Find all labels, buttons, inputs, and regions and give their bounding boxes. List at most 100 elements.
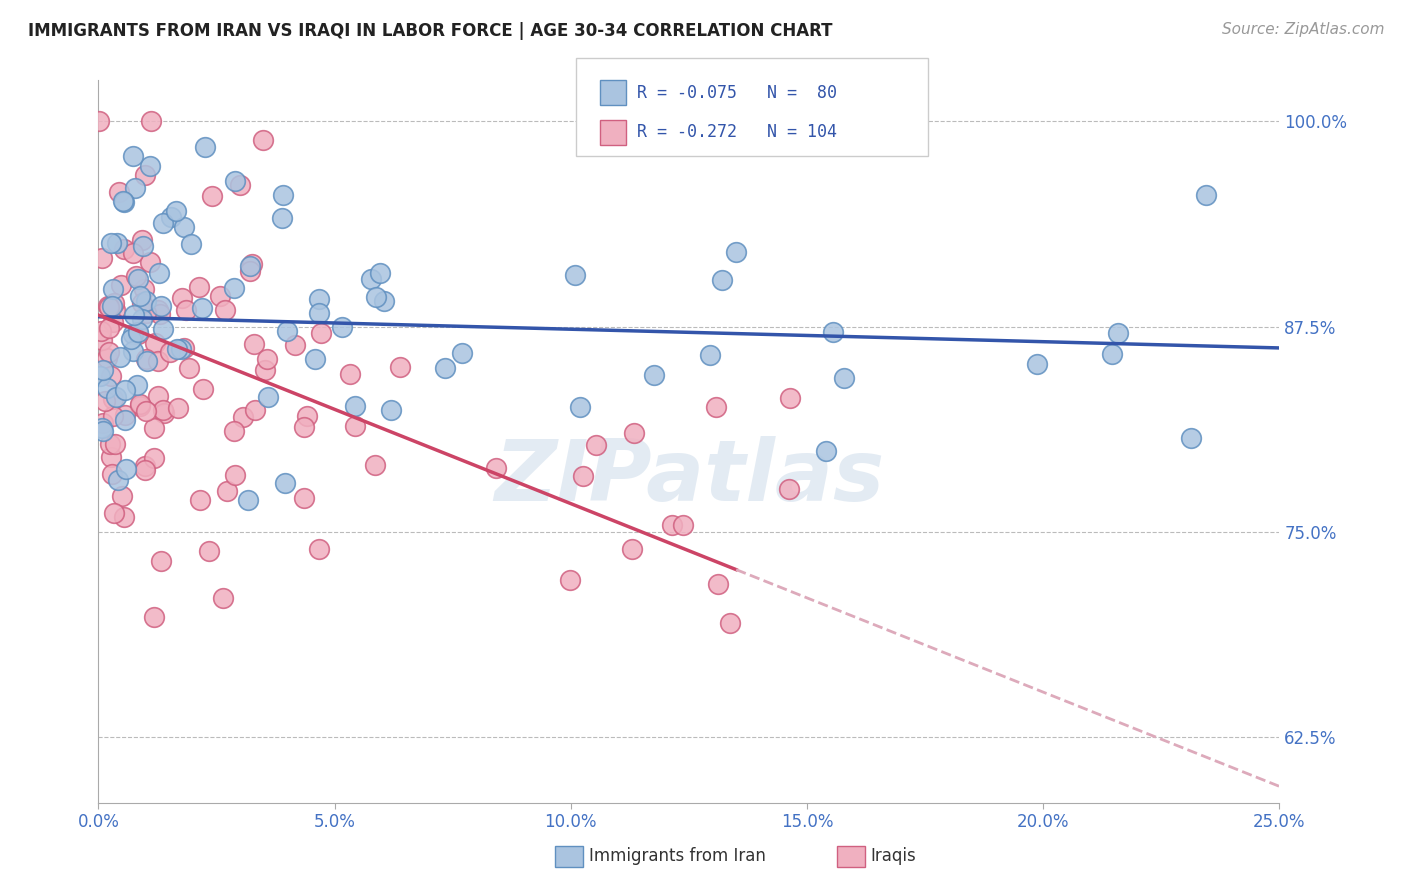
Point — [112, 194, 135, 208]
Point — [243, 336, 266, 351]
Point — [832, 370, 855, 384]
Point — [239, 263, 262, 277]
Point — [93, 393, 115, 408]
Point — [292, 491, 315, 506]
Point — [100, 450, 122, 465]
Point — [1195, 187, 1218, 202]
Point — [159, 344, 181, 359]
Point — [127, 326, 149, 341]
Point — [135, 353, 157, 368]
Point — [166, 342, 188, 356]
Point — [165, 203, 187, 218]
Point — [105, 236, 128, 251]
Point — [100, 235, 122, 250]
Point — [98, 344, 121, 359]
Point — [224, 281, 246, 295]
Point — [114, 462, 136, 476]
Point — [252, 133, 274, 147]
Point — [295, 409, 318, 423]
Point — [214, 302, 236, 317]
Point — [153, 406, 176, 420]
Point — [339, 368, 361, 382]
Point — [111, 489, 134, 503]
Point — [308, 542, 330, 557]
Point — [152, 216, 174, 230]
Point — [166, 401, 188, 416]
Point — [224, 174, 246, 188]
Point — [256, 351, 278, 366]
Point — [89, 114, 111, 128]
Point — [135, 403, 157, 417]
Point — [100, 467, 122, 481]
Point — [112, 194, 135, 209]
Point — [97, 321, 120, 335]
Point — [276, 324, 298, 338]
Point — [112, 242, 135, 256]
Point — [572, 468, 595, 483]
Point — [125, 269, 148, 284]
Point — [558, 573, 581, 587]
Point — [173, 220, 195, 235]
Point — [146, 302, 169, 317]
Text: Iraqis: Iraqis — [870, 847, 917, 865]
Point — [105, 390, 128, 404]
Point — [699, 348, 721, 362]
Point — [344, 399, 367, 413]
Point — [103, 506, 125, 520]
Point — [585, 437, 607, 451]
Point — [1101, 347, 1123, 361]
Point — [229, 178, 252, 192]
Point — [344, 418, 367, 433]
Point — [623, 426, 645, 441]
Point — [373, 293, 395, 308]
Point — [779, 391, 801, 405]
Point — [146, 389, 169, 403]
Point — [128, 397, 150, 411]
Point — [201, 189, 224, 203]
Point — [122, 343, 145, 358]
Point — [114, 413, 136, 427]
Point — [160, 210, 183, 224]
Point — [127, 326, 149, 340]
Point — [104, 303, 127, 318]
Point — [103, 296, 125, 310]
Point — [239, 260, 262, 274]
Point — [96, 381, 118, 395]
Point — [120, 332, 142, 346]
Point — [198, 544, 221, 558]
Point — [823, 326, 845, 340]
Point — [134, 169, 156, 183]
Point — [643, 368, 665, 383]
Point — [121, 149, 143, 163]
Point — [253, 363, 276, 377]
Point — [368, 266, 391, 280]
Point — [236, 493, 259, 508]
Point — [90, 333, 112, 347]
Point — [707, 577, 730, 591]
Text: R = -0.272   N = 104: R = -0.272 N = 104 — [637, 123, 837, 141]
Point — [284, 338, 307, 352]
Point — [174, 303, 197, 318]
Point — [150, 299, 173, 313]
Point — [131, 312, 153, 326]
Point — [89, 368, 111, 383]
Point — [114, 383, 136, 397]
Point — [124, 181, 146, 195]
Point — [131, 233, 153, 247]
Point — [91, 421, 114, 435]
Point — [108, 186, 131, 200]
Point — [692, 114, 714, 128]
Point — [232, 410, 254, 425]
Point — [257, 390, 280, 404]
Point — [308, 306, 330, 320]
Point — [815, 444, 838, 458]
Point — [671, 517, 693, 532]
Point — [110, 277, 132, 292]
Point — [112, 509, 135, 524]
Point — [173, 341, 195, 355]
Point — [363, 458, 385, 473]
Point — [132, 283, 155, 297]
Point — [90, 251, 112, 265]
Text: Source: ZipAtlas.com: Source: ZipAtlas.com — [1222, 22, 1385, 37]
Point — [129, 289, 152, 303]
